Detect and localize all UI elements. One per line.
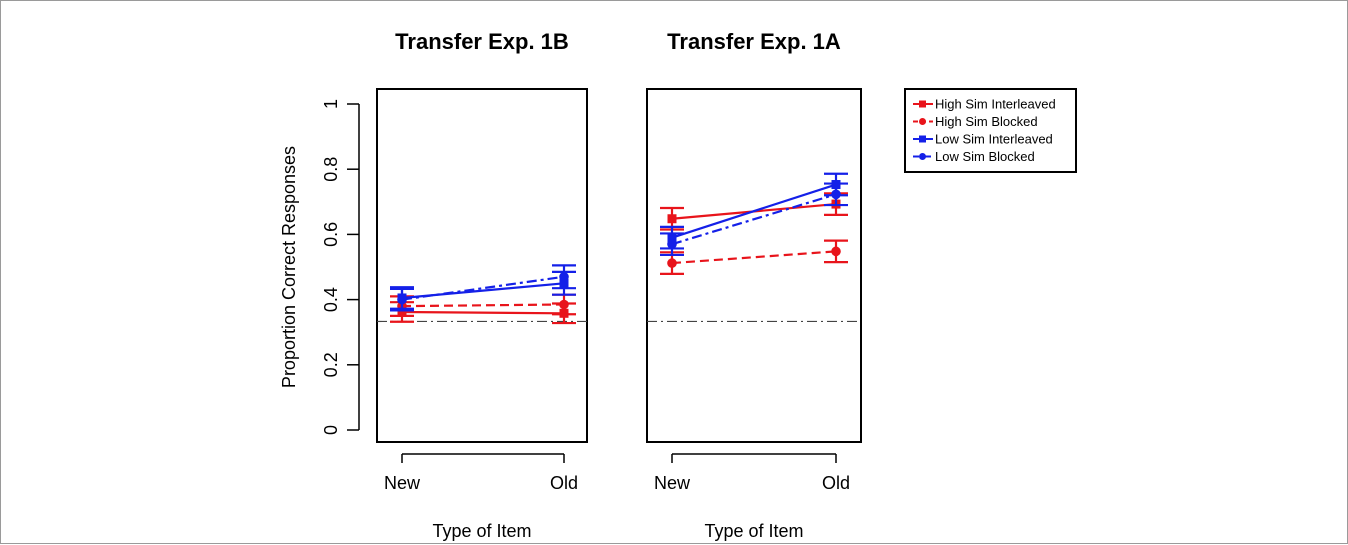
legend-label: High Sim Blocked (935, 114, 1038, 129)
y-tick-label: 0.8 (321, 157, 341, 182)
legend-marker-circle (919, 153, 926, 160)
x-axis-label: Type of Item (704, 521, 803, 541)
legend: High Sim Interleaved High Sim Blocked Low … (904, 88, 1077, 173)
legend-label: Low Sim Interleaved (935, 132, 1053, 147)
series-line (671, 193, 837, 246)
data-point-circle (667, 258, 677, 268)
data-point-circle (559, 271, 569, 282)
panel-title: Transfer Exp. 1B (395, 29, 569, 54)
series-line (401, 310, 565, 315)
y-axis: 0 0.2 0.4 0.6 0.8 1 (321, 99, 360, 435)
series-line (671, 183, 837, 239)
data-point-circle (559, 299, 569, 310)
x-tick-label: New (384, 473, 421, 493)
y-tick-label: 0.4 (321, 287, 341, 312)
x-tick-label: Old (550, 473, 578, 493)
panel-title: Transfer Exp. 1A (667, 29, 841, 54)
legend-label: High Sim Interleaved (935, 97, 1056, 112)
legend-marker-circle (919, 118, 926, 125)
legend-items: High Sim Interleaved High Sim Blocked Low … (913, 97, 1056, 164)
panel-exp-1b: Transfer Exp. 1B 0 0.2 0.4 0.6 0.8 1 Proporti… (279, 29, 588, 541)
legend-box (904, 88, 1077, 173)
plot-marks (377, 264, 587, 325)
x-tick-label: New (654, 473, 691, 493)
data-point-circle (831, 246, 841, 257)
data-point-square (667, 214, 677, 224)
panel-exp-1a: Transfer Exp. 1A New Old Type of Item (646, 29, 862, 541)
y-tick-label: 0.6 (321, 222, 341, 247)
y-tick-label: 0.2 (321, 352, 341, 377)
y-tick-label: 0 (321, 425, 341, 435)
y-tick-label: 1 (321, 99, 341, 109)
data-point-circle (831, 189, 841, 200)
data-point-circle (667, 239, 677, 249)
x-axis-label: Type of Item (432, 521, 531, 541)
legend-marker-square (919, 100, 926, 108)
data-point-circle (397, 294, 407, 305)
x-axis: New Old (384, 453, 578, 493)
legend-marker-square (919, 135, 926, 143)
x-tick-label: Old (822, 473, 850, 493)
x-axis: New Old (654, 453, 850, 493)
series-line (671, 250, 837, 265)
plot-marks (647, 172, 861, 323)
y-axis-label: Proportion Correct Responses (279, 146, 299, 388)
legend-label: Low Sim Blocked (935, 149, 1035, 164)
series-line (401, 303, 565, 308)
plot-frame (646, 88, 862, 443)
series-line (401, 275, 565, 301)
plot-frame (376, 88, 588, 443)
